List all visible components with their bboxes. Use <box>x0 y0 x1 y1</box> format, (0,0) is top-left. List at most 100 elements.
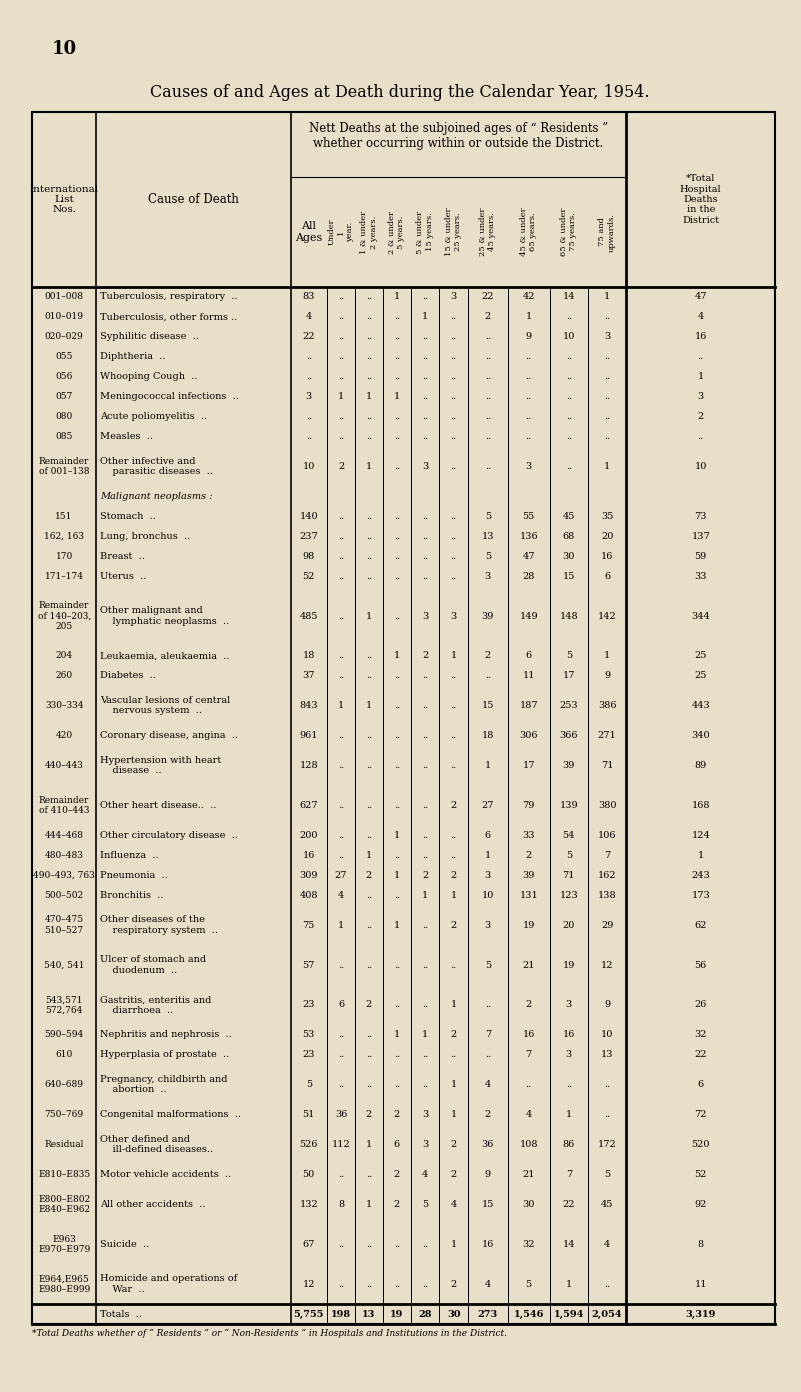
Text: 71: 71 <box>562 871 575 880</box>
Text: 2: 2 <box>450 800 457 810</box>
Text: ..: .. <box>338 1169 344 1179</box>
Text: ..: .. <box>450 731 457 741</box>
Text: 65 & under
75 years.: 65 & under 75 years. <box>560 207 578 256</box>
Text: 3: 3 <box>450 292 457 302</box>
Text: ..: .. <box>450 572 457 580</box>
Text: 3: 3 <box>566 1001 572 1009</box>
Text: ..: .. <box>393 551 400 561</box>
Text: 10: 10 <box>562 333 575 341</box>
Text: ..: .. <box>338 551 344 561</box>
Text: 106: 106 <box>598 831 616 839</box>
Text: 273: 273 <box>477 1310 498 1318</box>
Text: ..: .. <box>393 851 400 860</box>
Text: 27: 27 <box>335 871 348 880</box>
Text: 2: 2 <box>422 651 429 660</box>
Text: ..: .. <box>393 671 400 681</box>
Text: ..: .. <box>450 512 457 521</box>
Text: 260: 260 <box>55 671 73 681</box>
Text: ..: .. <box>422 393 429 401</box>
Text: 526: 526 <box>300 1140 318 1148</box>
Text: ..: .. <box>566 462 572 470</box>
Text: 16: 16 <box>562 1030 575 1040</box>
Text: 843: 843 <box>300 702 318 710</box>
Text: 27: 27 <box>481 800 494 810</box>
Text: 5: 5 <box>604 1169 610 1179</box>
Text: ..: .. <box>338 1030 344 1040</box>
Text: 89: 89 <box>694 761 706 770</box>
Text: 1: 1 <box>338 702 344 710</box>
Text: Tuberculosis, respiratory  ..: Tuberculosis, respiratory .. <box>100 292 238 302</box>
Text: 132: 132 <box>300 1200 318 1208</box>
Text: 86: 86 <box>562 1140 575 1148</box>
Text: ..: .. <box>485 372 491 381</box>
Text: 1: 1 <box>366 393 372 401</box>
Text: 344: 344 <box>691 611 710 621</box>
Text: 3: 3 <box>422 1109 429 1119</box>
Text: 142: 142 <box>598 611 617 621</box>
Text: 30: 30 <box>447 1310 461 1318</box>
Text: E800–E802
E840–E962: E800–E802 E840–E962 <box>38 1194 91 1214</box>
Text: ..: .. <box>366 572 372 580</box>
Text: ..: .. <box>604 1080 610 1089</box>
Text: ..: .. <box>338 352 344 362</box>
Text: 45 & under
65 years.: 45 & under 65 years. <box>520 207 537 256</box>
Text: ..: .. <box>366 412 372 422</box>
Text: ..: .. <box>393 462 400 470</box>
Text: 30: 30 <box>562 551 575 561</box>
Text: 52: 52 <box>303 572 315 580</box>
Text: ..: .. <box>422 851 429 860</box>
Text: 4: 4 <box>485 1279 491 1289</box>
Text: 1: 1 <box>422 1030 429 1040</box>
Text: 14: 14 <box>562 1240 575 1249</box>
Text: ..: .. <box>366 333 372 341</box>
Text: ..: .. <box>366 761 372 770</box>
Text: ..: .. <box>393 1001 400 1009</box>
Text: 170: 170 <box>55 551 73 561</box>
Text: 4: 4 <box>306 312 312 322</box>
Text: ..: .. <box>525 393 532 401</box>
Text: 1: 1 <box>366 851 372 860</box>
Text: ..: .. <box>698 352 704 362</box>
Text: ..: .. <box>422 572 429 580</box>
Text: 131: 131 <box>519 891 538 899</box>
Text: 1: 1 <box>393 1030 400 1040</box>
Text: Bronchitis  ..: Bronchitis .. <box>100 891 163 899</box>
Text: 080: 080 <box>55 412 73 422</box>
Text: 1: 1 <box>366 462 372 470</box>
Text: Diphtheria  ..: Diphtheria .. <box>100 352 166 362</box>
Text: ..: .. <box>566 372 572 381</box>
Text: 20: 20 <box>562 920 575 930</box>
Text: ..: .. <box>422 551 429 561</box>
Text: 306: 306 <box>519 731 538 741</box>
Text: Suicide  ..: Suicide .. <box>100 1240 150 1249</box>
Text: ..: .. <box>485 393 491 401</box>
Text: 2: 2 <box>338 462 344 470</box>
Text: ..: .. <box>366 731 372 741</box>
Text: ..: .. <box>366 891 372 899</box>
Text: ..: .. <box>450 551 457 561</box>
Text: 15: 15 <box>481 1200 494 1208</box>
Text: 5: 5 <box>306 1080 312 1089</box>
Text: 2: 2 <box>393 1200 400 1208</box>
Text: Remainder
of 001–138: Remainder of 001–138 <box>39 457 90 476</box>
Text: 4: 4 <box>450 1200 457 1208</box>
Text: ..: .. <box>422 333 429 341</box>
Text: ..: .. <box>422 831 429 839</box>
Text: ..: .. <box>525 432 532 441</box>
Text: Influenza  ..: Influenza .. <box>100 851 159 860</box>
Text: 2: 2 <box>393 1169 400 1179</box>
Text: ..: .. <box>338 1240 344 1249</box>
Text: 16: 16 <box>481 1240 494 1249</box>
Text: 3: 3 <box>485 871 491 880</box>
Text: ..: .. <box>450 312 457 322</box>
Text: 10: 10 <box>481 891 494 899</box>
Text: 3: 3 <box>422 462 429 470</box>
Text: 6: 6 <box>698 1080 704 1089</box>
Text: ..: .. <box>566 393 572 401</box>
Text: 9: 9 <box>604 671 610 681</box>
Text: 50: 50 <box>303 1169 315 1179</box>
Text: 4: 4 <box>422 1169 429 1179</box>
Text: 1: 1 <box>393 871 400 880</box>
Text: ..: .. <box>393 312 400 322</box>
Text: ..: .. <box>366 1169 372 1179</box>
